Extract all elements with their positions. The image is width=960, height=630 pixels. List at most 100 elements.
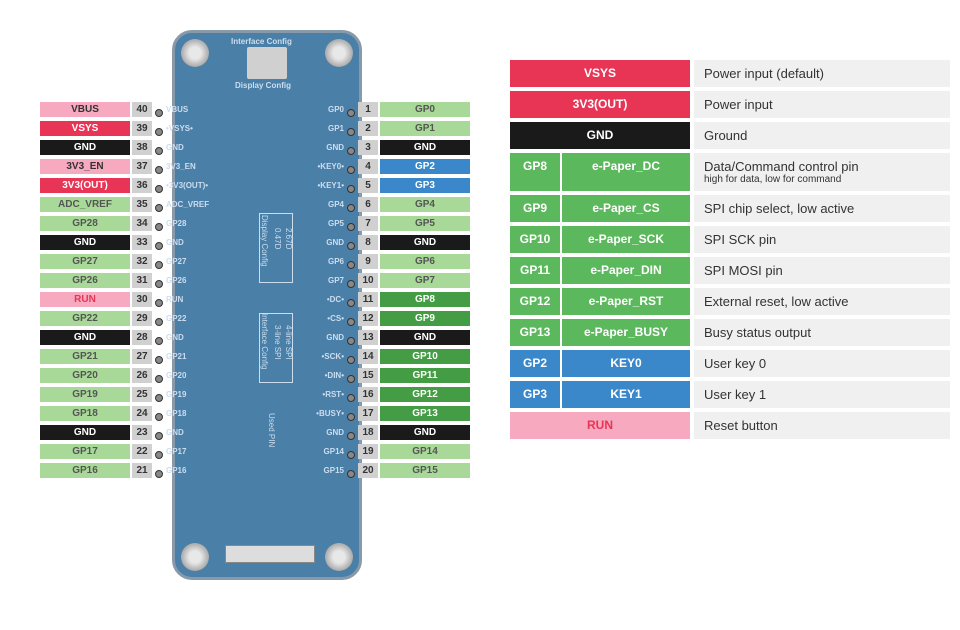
left-pin-label: VBUS: [40, 102, 130, 117]
right-pin-num: 6: [358, 197, 378, 212]
left-pin-num: 25: [132, 387, 152, 402]
left-pin-num: 21: [132, 463, 152, 478]
board-silk-right: GP7: [308, 276, 358, 285]
legend-key-func: e-Paper_RST: [562, 288, 690, 315]
pin-row: GP2026GP20•DIN•15GP11: [40, 366, 470, 385]
legend-key-pin: GP13: [510, 319, 560, 346]
board-silk-right: GND: [308, 143, 358, 152]
right-pin-label: GP3: [380, 178, 470, 193]
right-pin-num: 18: [358, 425, 378, 440]
board-silk-left: GP19: [152, 390, 202, 399]
left-pin-num: 34: [132, 216, 152, 231]
legend-desc: User key 1: [694, 381, 950, 408]
legend-key-func: e-Paper_SCK: [562, 226, 690, 253]
left-pin-num: 32: [132, 254, 152, 269]
left-pin-num: 39: [132, 121, 152, 136]
left-pin-label: GP28: [40, 216, 130, 231]
board-silk-left: GP20: [152, 371, 202, 380]
left-pin-label: GP19: [40, 387, 130, 402]
board-silk-right: GP1: [308, 124, 358, 133]
board-silk-left: GP22: [152, 314, 202, 323]
right-pin-num: 9: [358, 254, 378, 269]
right-pin-num: 15: [358, 368, 378, 383]
pin-row: GND23GNDGND18GND: [40, 423, 470, 442]
left-pin-label: ADC_VREF: [40, 197, 130, 212]
legend-row: GP13e-Paper_BUSYBusy status output: [510, 319, 950, 346]
board-silk-left: GP16: [152, 466, 202, 475]
pin-row: VSYS39•VSYS•GP12GP1: [40, 119, 470, 138]
pin-row: GP2834GP28GP57GP5: [40, 214, 470, 233]
right-pin-label: GP8: [380, 292, 470, 307]
right-pin-num: 17: [358, 406, 378, 421]
legend-key-pin: GP9: [510, 195, 560, 222]
board-silk-right: •SCK•: [308, 352, 358, 361]
legend-key-pin: GP8: [510, 153, 560, 191]
left-pin-label: GP27: [40, 254, 130, 269]
left-pin-num: 27: [132, 349, 152, 364]
legend-key-func: e-Paper_DC: [562, 153, 690, 191]
board-silk-right: GND: [308, 333, 358, 342]
left-pin-num: 35: [132, 197, 152, 212]
legend-row: GP9e-Paper_CSSPI chip select, low active: [510, 195, 950, 222]
screw-hole: [325, 543, 353, 571]
board-silk-right: •DC•: [308, 295, 358, 304]
board-silk-right: •RST•: [308, 390, 358, 399]
board-silk-left: GND: [152, 333, 202, 342]
pin-row: ADC_VREF35ADC_VREFGP46GP4: [40, 195, 470, 214]
right-pin-label: GP12: [380, 387, 470, 402]
left-pin-num: 40: [132, 102, 152, 117]
right-pin-num: 3: [358, 140, 378, 155]
legend-desc: Power input (default): [694, 60, 950, 87]
right-pin-num: 14: [358, 349, 378, 364]
left-pin-label: GP22: [40, 311, 130, 326]
pin-row: GP1722GP17GP1419GP14: [40, 442, 470, 461]
left-pin-label: VSYS: [40, 121, 130, 136]
left-pin-num: 37: [132, 159, 152, 174]
pin-row: GND28GNDGND13GND: [40, 328, 470, 347]
legend-key: 3V3(OUT): [510, 91, 690, 118]
board-silk-left: 3V3_EN: [152, 162, 202, 171]
right-pin-num: 16: [358, 387, 378, 402]
right-pin-num: 2: [358, 121, 378, 136]
right-pin-label: GND: [380, 140, 470, 155]
config-switch: [247, 47, 287, 79]
right-pin-label: GP7: [380, 273, 470, 288]
legend-desc: Busy status output: [694, 319, 950, 346]
right-pin-label: GP0: [380, 102, 470, 117]
left-pin-num: 26: [132, 368, 152, 383]
board-silk-right: GP0: [308, 105, 358, 114]
right-pin-num: 10: [358, 273, 378, 288]
right-pin-label: GP1: [380, 121, 470, 136]
pin-row: 3V3(OUT)36•3V3(OUT)••KEY1•5GP3: [40, 176, 470, 195]
legend-row: VSYSPower input (default): [510, 60, 950, 87]
board-silk-left: GP17: [152, 447, 202, 456]
left-pin-num: 29: [132, 311, 152, 326]
board-silk-left: GP27: [152, 257, 202, 266]
legend-key: RUN: [510, 412, 690, 439]
board-silk-right: GP4: [308, 200, 358, 209]
legend-key-func: KEY0: [562, 350, 690, 377]
fpc-connector: [225, 545, 315, 563]
right-pin-num: 5: [358, 178, 378, 193]
left-pin-label: GP18: [40, 406, 130, 421]
left-pin-num: 22: [132, 444, 152, 459]
right-pin-num: 1: [358, 102, 378, 117]
board-silk-right: •CS•: [308, 314, 358, 323]
left-pin-num: 38: [132, 140, 152, 155]
board-silk-left: •3V3(OUT)•: [152, 181, 202, 190]
right-pin-label: GP14: [380, 444, 470, 459]
pin-row: GP2127GP21•SCK•14GP10: [40, 347, 470, 366]
pin-row: GND38GNDGND3GND: [40, 138, 470, 157]
legend-desc: SPI SCK pin: [694, 226, 950, 253]
legend-key-func: e-Paper_DIN: [562, 257, 690, 284]
legend-key-func: e-Paper_CS: [562, 195, 690, 222]
right-pin-num: 8: [358, 235, 378, 250]
board-silk-left: RUN: [152, 295, 202, 304]
display-config-label: Display Config: [235, 81, 291, 90]
right-pin-label: GP10: [380, 349, 470, 364]
legend-key-pin: GP10: [510, 226, 560, 253]
board-silk-left: GP28: [152, 219, 202, 228]
right-pin-num: 4: [358, 159, 378, 174]
left-pin-label: GP17: [40, 444, 130, 459]
left-pin-label: 3V3_EN: [40, 159, 130, 174]
